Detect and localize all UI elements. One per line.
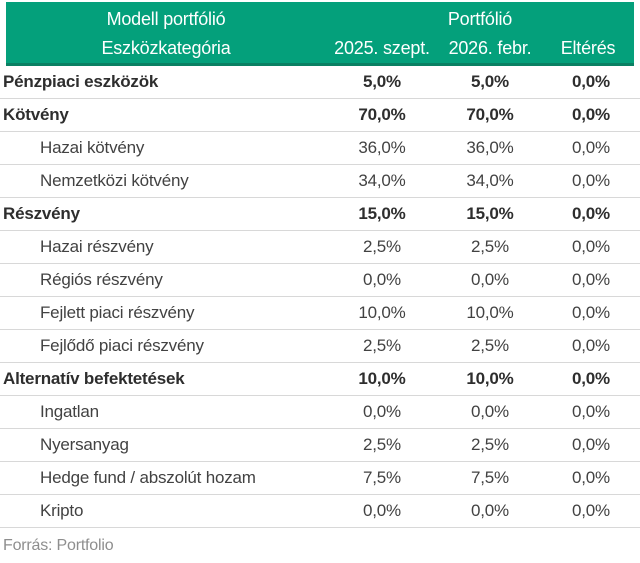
value-2026-febr: 7,5% bbox=[471, 468, 509, 487]
value-2025-szept: 0,0% bbox=[363, 270, 401, 289]
value-2025-szept: 7,5% bbox=[363, 468, 401, 487]
table-row: Ingatlan 0,0% 0,0% 0,0% bbox=[0, 396, 640, 429]
value-2025-szept: 5,0% bbox=[363, 72, 401, 91]
value-2025-szept: 0,0% bbox=[363, 501, 401, 520]
table-row: Pénzpiaci eszközök 5,0% 5,0% 0,0% bbox=[0, 66, 640, 99]
value-2026-febr: 2,5% bbox=[471, 336, 509, 355]
row-label: Részvény bbox=[3, 204, 80, 223]
value-2026-febr: 0,0% bbox=[471, 402, 509, 421]
table-body: Pénzpiaci eszközök 5,0% 5,0% 0,0% Kötvén… bbox=[0, 66, 640, 528]
value-elteres: 0,0% bbox=[572, 501, 610, 520]
source-note: Forrás: Portfolio bbox=[3, 537, 114, 554]
value-2026-febr: 15,0% bbox=[466, 204, 514, 223]
header-group-model-portfolio: Modell portfólió bbox=[106, 9, 226, 29]
table-row: Alternatív befektetések 10,0% 10,0% 0,0% bbox=[0, 363, 640, 396]
value-2026-febr: 2,5% bbox=[471, 435, 509, 454]
value-2026-febr: 2,5% bbox=[471, 237, 509, 256]
table-row: Kripto 0,0% 0,0% 0,0% bbox=[0, 495, 640, 528]
row-label: Fejlett piaci részvény bbox=[40, 303, 195, 322]
value-2026-febr: 0,0% bbox=[471, 270, 509, 289]
row-label: Fejlődő piaci részvény bbox=[40, 336, 204, 355]
value-elteres: 0,0% bbox=[572, 369, 610, 388]
row-label: Alternatív befektetések bbox=[3, 369, 185, 388]
value-2025-szept: 34,0% bbox=[358, 171, 406, 190]
table-row: Hedge fund / abszolút hozam 7,5% 7,5% 0,… bbox=[0, 462, 640, 495]
row-label: Nemzetközi kötvény bbox=[40, 171, 189, 190]
table-row: Kötvény 70,0% 70,0% 0,0% bbox=[0, 99, 640, 132]
row-label: Kripto bbox=[40, 501, 84, 520]
value-elteres: 0,0% bbox=[572, 303, 610, 322]
row-label: Hazai részvény bbox=[40, 237, 154, 256]
value-2025-szept: 10,0% bbox=[358, 369, 406, 388]
value-2025-szept: 70,0% bbox=[358, 105, 406, 124]
value-elteres: 0,0% bbox=[572, 336, 610, 355]
table-row: Nyersanyag 2,5% 2,5% 0,0% bbox=[0, 429, 640, 462]
header-group-row: Modell portfólió Portfólió bbox=[6, 5, 634, 34]
value-2025-szept: 15,0% bbox=[358, 204, 406, 223]
table-row: Fejlett piaci részvény 10,0% 10,0% 0,0% bbox=[0, 297, 640, 330]
value-elteres: 0,0% bbox=[572, 237, 610, 256]
value-elteres: 0,0% bbox=[572, 105, 610, 124]
table-row: Részvény 15,0% 15,0% 0,0% bbox=[0, 198, 640, 231]
value-2026-febr: 10,0% bbox=[466, 369, 514, 388]
row-label: Ingatlan bbox=[40, 402, 99, 421]
value-2026-febr: 36,0% bbox=[466, 138, 514, 157]
value-2025-szept: 0,0% bbox=[363, 402, 401, 421]
header-columns-row: Eszközkategória 2025. szept. 2026. febr.… bbox=[6, 34, 634, 63]
row-label: Hedge fund / abszolút hozam bbox=[40, 468, 256, 487]
value-2026-febr: 70,0% bbox=[466, 105, 514, 124]
table-row: Régiós részvény 0,0% 0,0% 0,0% bbox=[0, 264, 640, 297]
value-elteres: 0,0% bbox=[572, 468, 610, 487]
value-2026-febr: 34,0% bbox=[466, 171, 514, 190]
row-label: Pénzpiaci eszközök bbox=[3, 72, 159, 91]
row-label: Nyersanyag bbox=[40, 435, 129, 454]
value-2025-szept: 10,0% bbox=[358, 303, 406, 322]
value-elteres: 0,0% bbox=[572, 402, 610, 421]
value-2026-febr: 0,0% bbox=[471, 501, 509, 520]
value-elteres: 0,0% bbox=[572, 138, 610, 157]
header-col-2025-szept: 2025. szept. bbox=[334, 38, 430, 58]
row-label: Kötvény bbox=[3, 105, 69, 124]
table-row: Fejlődő piaci részvény 2,5% 2,5% 0,0% bbox=[0, 330, 640, 363]
header-group-portfolio: Portfólió bbox=[447, 9, 513, 29]
value-2025-szept: 2,5% bbox=[363, 237, 401, 256]
table-header: Modell portfólió Portfólió Eszközkategór… bbox=[6, 2, 634, 66]
table-row: Hazai részvény 2,5% 2,5% 0,0% bbox=[0, 231, 640, 264]
value-elteres: 0,0% bbox=[572, 72, 610, 91]
header-col-elteres: Eltérés bbox=[560, 38, 616, 58]
value-2026-febr: 5,0% bbox=[471, 72, 509, 91]
value-2026-febr: 10,0% bbox=[466, 303, 514, 322]
table-row: Nemzetközi kötvény 34,0% 34,0% 0,0% bbox=[0, 165, 640, 198]
value-2025-szept: 2,5% bbox=[363, 435, 401, 454]
table-row: Hazai kötvény 36,0% 36,0% 0,0% bbox=[0, 132, 640, 165]
header-col-2026-febr: 2026. febr. bbox=[448, 38, 532, 58]
value-elteres: 0,0% bbox=[572, 435, 610, 454]
value-elteres: 0,0% bbox=[572, 171, 610, 190]
value-2025-szept: 36,0% bbox=[358, 138, 406, 157]
header-col-eszkozkategoria: Eszközkategória bbox=[101, 38, 231, 58]
value-elteres: 0,0% bbox=[572, 270, 610, 289]
value-2025-szept: 2,5% bbox=[363, 336, 401, 355]
value-elteres: 0,0% bbox=[572, 204, 610, 223]
row-label: Régiós részvény bbox=[40, 270, 163, 289]
row-label: Hazai kötvény bbox=[40, 138, 145, 157]
